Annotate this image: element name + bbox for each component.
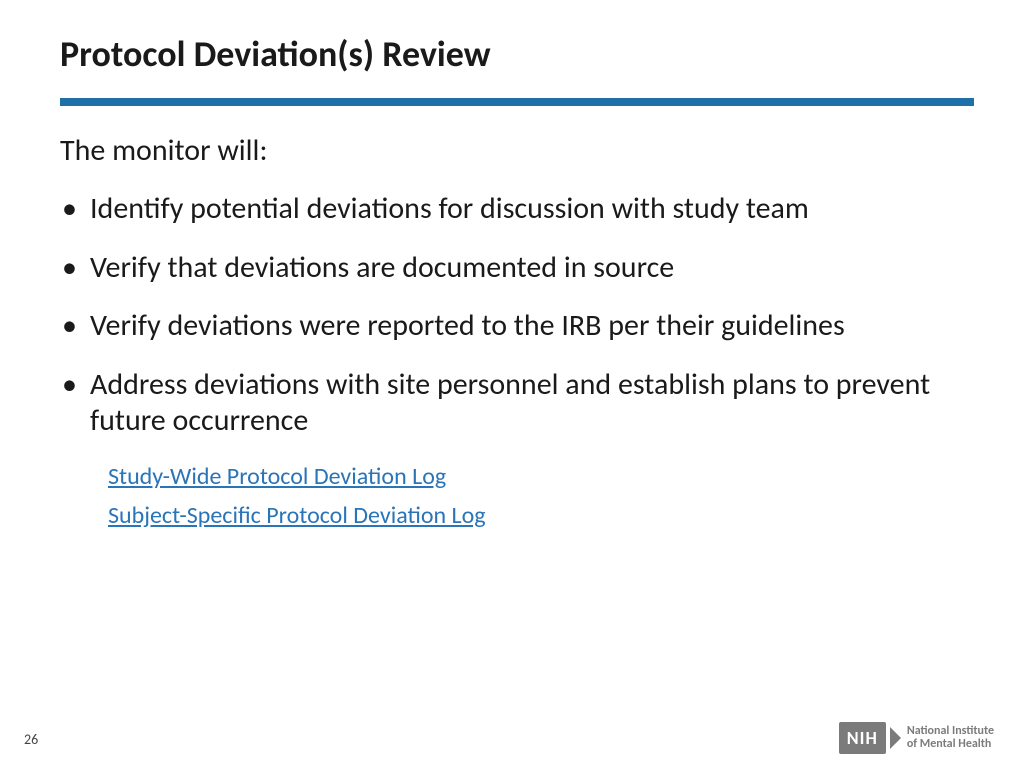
nih-logo-chevron-icon <box>890 727 901 749</box>
title-rule <box>60 98 974 106</box>
intro-text: The monitor will: <box>60 132 974 169</box>
link-subject-specific-log[interactable]: Subject-Specific Protocol Deviation Log <box>108 501 974 530</box>
slide: Protocol Deviation(s) Review The monitor… <box>0 0 1024 768</box>
bullet-list: Identify potential deviations for discus… <box>60 191 974 440</box>
link-study-wide-log[interactable]: Study-Wide Protocol Deviation Log <box>108 462 974 491</box>
bullet-item: Identify potential deviations for discus… <box>60 191 974 228</box>
bullet-item: Verify deviations were reported to the I… <box>60 308 974 345</box>
nih-logo: NIH National Institute of Mental Health <box>839 722 994 754</box>
page-number: 26 <box>24 731 38 748</box>
links-block: Study-Wide Protocol Deviation Log Subjec… <box>60 462 974 530</box>
nih-logo-line2: of Mental Health <box>907 738 994 751</box>
nih-logo-text: National Institute of Mental Health <box>907 725 994 750</box>
bullet-item: Verify that deviations are documented in… <box>60 250 974 287</box>
nih-logo-abbr: NIH <box>839 722 886 754</box>
slide-title: Protocol Deviation(s) Review <box>60 32 974 76</box>
bullet-item: Address deviations with site personnel a… <box>60 367 974 440</box>
